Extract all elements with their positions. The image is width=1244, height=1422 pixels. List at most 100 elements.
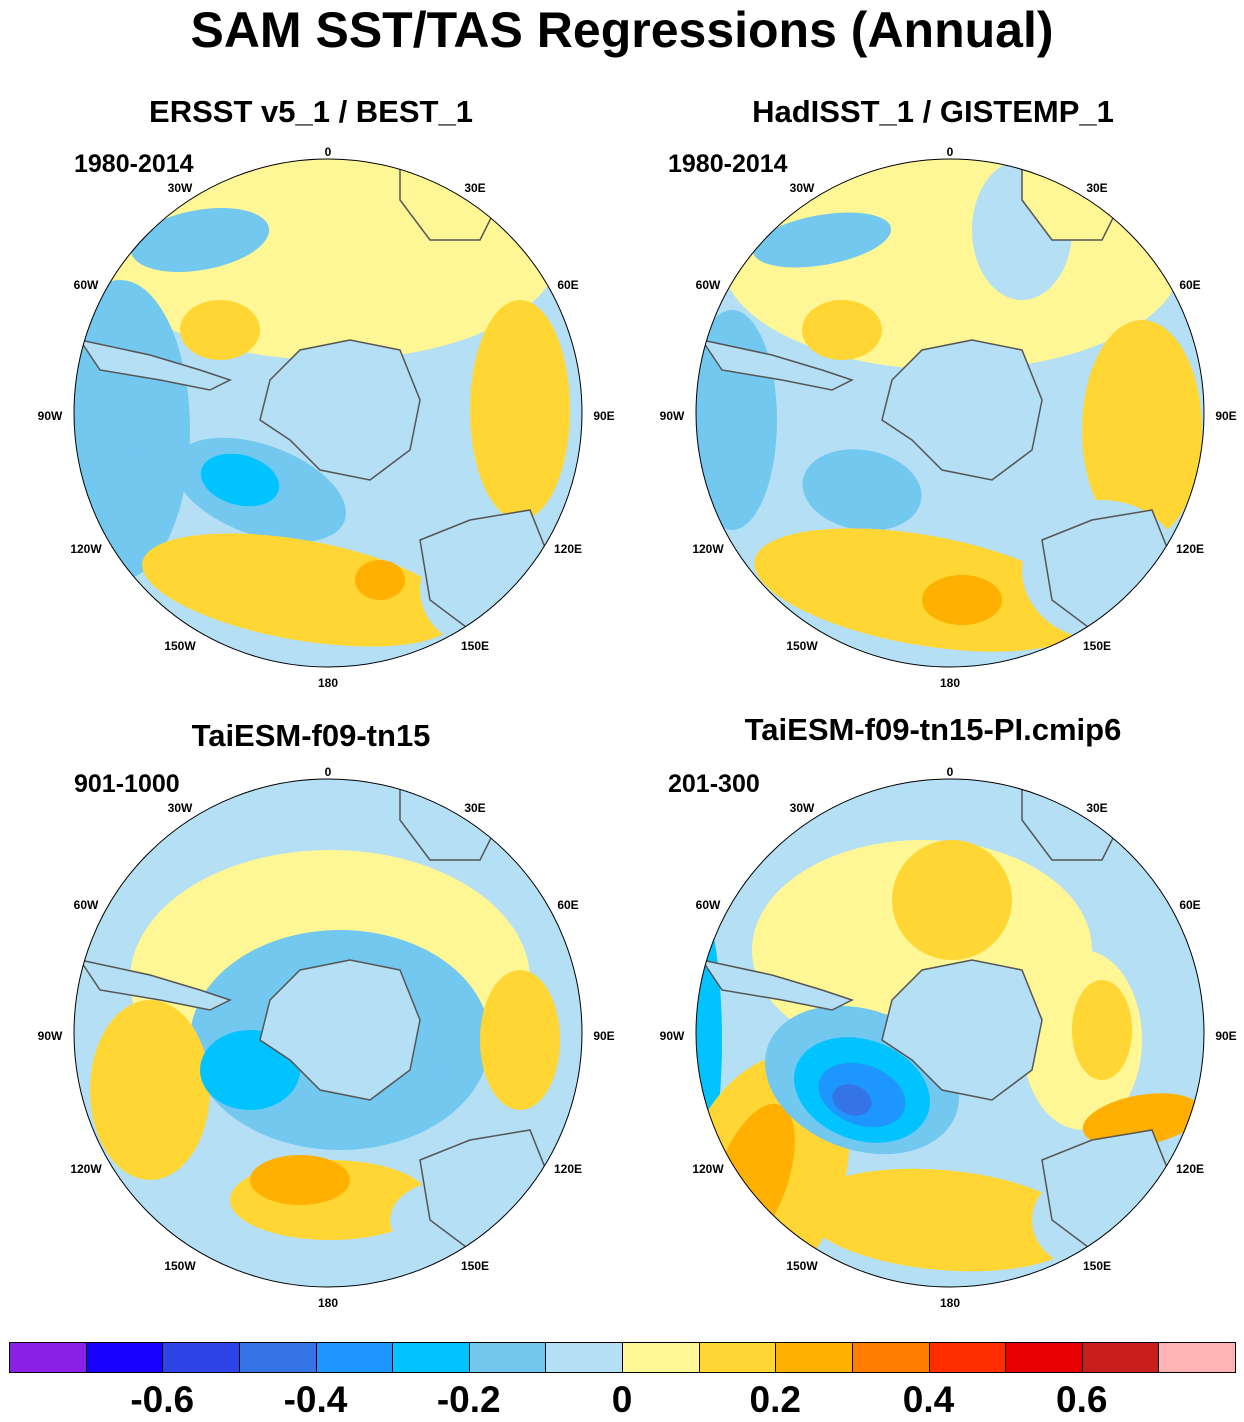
contour-region <box>802 1168 1082 1272</box>
contour-region <box>922 575 1002 625</box>
longitude-label: 120W <box>692 1162 724 1176</box>
longitude-label: 150W <box>786 639 818 653</box>
longitude-label: 180 <box>317 676 339 690</box>
colorbar <box>9 1342 1236 1375</box>
contour-region <box>802 300 882 360</box>
longitude-label: 150E <box>1082 639 1112 653</box>
map-panel-hadisst: HadISST_1 / GISTEMP_1 1980-2014 0 30E 60E 9… <box>622 0 1244 690</box>
longitude-label: 90W <box>37 409 63 423</box>
longitude-label: 120E <box>553 542 583 556</box>
panel-title: HadISST_1 / GISTEMP_1 <box>752 94 1114 129</box>
period-label: 201-300 <box>668 770 760 798</box>
coastline-antarctica <box>881 339 1043 481</box>
longitude-label: 90E <box>593 409 615 423</box>
longitude-label: 60E <box>1179 278 1201 292</box>
colorbar-swatch <box>545 1342 623 1373</box>
panel-title: ERSST v5_1 / BEST_1 <box>149 94 473 129</box>
colorbar-tick-label: -0.2 <box>436 1379 501 1420</box>
colorbar-swatch <box>315 1342 394 1373</box>
map-panel-taiesm-pi: TaiESM-f09-tn15-PI.cmip6 201-300 0 30E 60E… <box>622 620 1244 1310</box>
longitude-label: 90E <box>1215 1029 1237 1043</box>
contour-region <box>130 208 270 272</box>
colorbar-swatch <box>1158 1342 1236 1373</box>
colorbar-swatch <box>851 1342 930 1373</box>
contour-region <box>892 840 1012 960</box>
colorbar-swatch <box>238 1342 317 1373</box>
longitude-label: 60E <box>1179 898 1201 912</box>
longitude-label: 60W <box>73 278 99 292</box>
contour-region <box>80 330 140 530</box>
panel-title: TaiESM-f09-tn15-PI.cmip6 <box>744 712 1122 747</box>
colorbar-swatch <box>622 1342 700 1373</box>
longitude-label: 0 <box>324 145 332 159</box>
contour-region <box>1072 980 1132 1080</box>
coastline-antarctica <box>881 959 1043 1101</box>
longitude-label: 120E <box>553 1162 583 1176</box>
longitude-label: 120E <box>1175 542 1205 556</box>
colorbar-tick-label: 0 <box>611 1379 633 1420</box>
longitude-label: 30W <box>789 801 815 815</box>
map-border <box>73 778 583 1288</box>
longitude-label: 60W <box>73 898 99 912</box>
period-label: 1980-2014 <box>668 150 788 178</box>
contour-region <box>480 970 560 1110</box>
colorbar-tick-label: 0.6 <box>1056 1379 1108 1420</box>
colorbar-swatch <box>698 1342 777 1373</box>
coastline-south-america <box>78 958 232 1011</box>
longitude-label: 180 <box>317 1296 339 1310</box>
longitude-label: 150W <box>786 1259 818 1273</box>
colorbar-swatch <box>928 1342 1007 1373</box>
coastline-antarctica <box>259 959 421 1101</box>
longitude-label: 180 <box>939 1296 961 1310</box>
map-panel-ersst: ERSST v5_1 / BEST_1 1980-2014 0 30E 60E 90E… <box>0 0 622 690</box>
longitude-label: 60E <box>557 278 579 292</box>
colorbar-swatch <box>468 1342 547 1373</box>
contour-region <box>752 212 892 268</box>
longitude-label: 150E <box>460 639 490 653</box>
period-label: 901-1000 <box>74 770 180 798</box>
period-label: 1980-2014 <box>74 150 194 178</box>
colorbar-swatch <box>9 1342 87 1373</box>
longitude-label: 30W <box>167 181 193 195</box>
contour-region <box>90 1000 210 1180</box>
polar-map <box>73 158 583 668</box>
longitude-label: 150E <box>1082 1259 1112 1273</box>
polar-map <box>695 778 1205 1288</box>
colorbar-swatch <box>1081 1342 1160 1373</box>
colorbar-swatch <box>1005 1342 1083 1373</box>
colorbar-swatch <box>775 1342 853 1373</box>
longitude-label: 30E <box>464 181 486 195</box>
map-border <box>695 158 1205 668</box>
contour-region <box>470 300 570 520</box>
longitude-label: 150E <box>460 1259 490 1273</box>
longitude-label: 30E <box>1086 181 1108 195</box>
main-title: SAM SST/TAS Regressions (Annual) <box>190 2 1054 58</box>
colorbar-tick-label: 0.4 <box>902 1379 955 1420</box>
longitude-label: 90W <box>659 409 685 423</box>
longitude-label: 150W <box>164 1259 196 1273</box>
longitude-label: 60W <box>695 278 721 292</box>
longitude-label: 90W <box>659 1029 685 1043</box>
longitude-label: 120W <box>70 1162 102 1176</box>
longitude-label: 120E <box>1175 1162 1205 1176</box>
map-panel-taiesm: TaiESM-f09-tn15 901-1000 0 30E 60E 90E 120E 1… <box>0 620 622 1310</box>
coastline-south-america <box>78 338 232 391</box>
contour-region <box>832 1084 872 1116</box>
longitude-label: 150W <box>164 639 196 653</box>
map-border <box>695 778 1205 1288</box>
longitude-label: 0 <box>324 765 332 779</box>
longitude-label: 30W <box>789 181 815 195</box>
polar-map <box>695 158 1205 668</box>
colorbar-tick-label: -0.6 <box>130 1379 195 1420</box>
longitude-label: 60W <box>695 898 721 912</box>
contour-region <box>355 560 405 600</box>
colorbar-swatch <box>162 1342 240 1373</box>
longitude-label: 0 <box>946 765 954 779</box>
longitude-label: 30E <box>464 801 486 815</box>
longitude-label: 30W <box>167 801 193 815</box>
colorbar-tick-label: -0.4 <box>283 1379 348 1420</box>
contour-region <box>180 300 260 360</box>
coastline-antarctica <box>259 339 421 481</box>
contour-region <box>754 528 1090 652</box>
longitude-label: 60E <box>557 898 579 912</box>
